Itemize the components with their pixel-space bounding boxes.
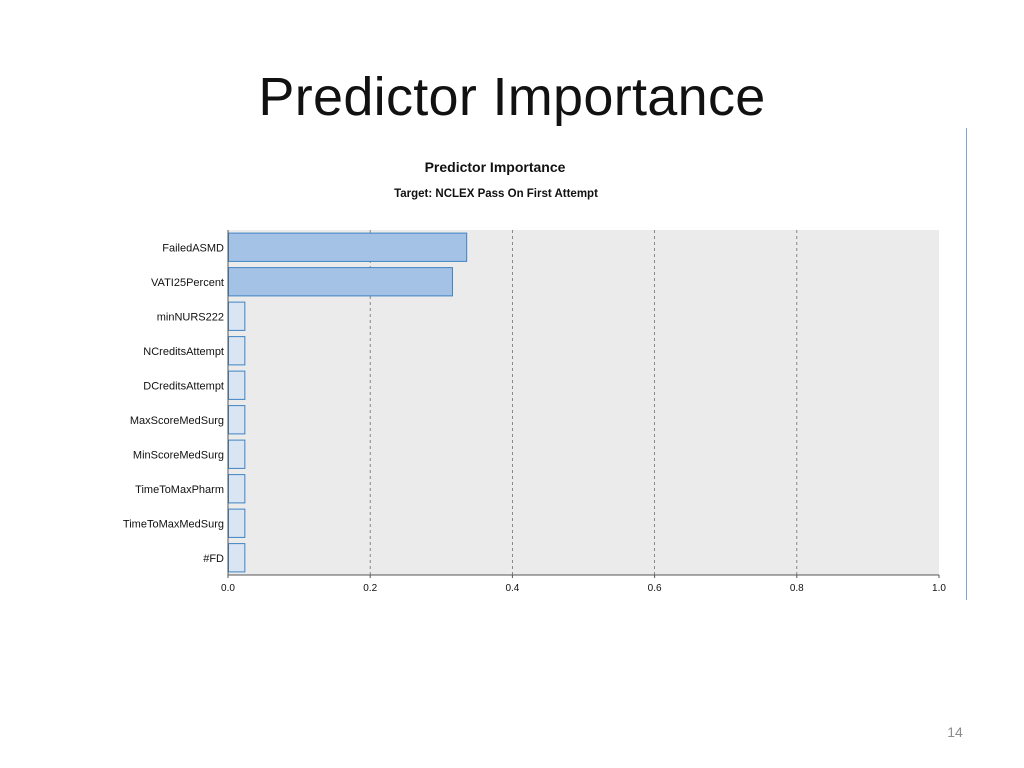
bar-vati25percent [228, 267, 453, 297]
chart-title: Predictor Importance [425, 159, 566, 175]
bar-minscoremedsurg [228, 439, 246, 469]
page-number: 14 [947, 724, 963, 740]
bar-maxscoremedsurg [228, 405, 246, 435]
category-label: TimeToMaxPharm [135, 484, 224, 496]
category-label: #FD [203, 553, 224, 565]
category-label: NCreditsAttempt [143, 346, 224, 358]
category-label: DCreditsAttempt [143, 380, 224, 392]
bar-minnurs222 [228, 301, 246, 331]
x-tick-labels: 0.0 0.2 0.4 0.6 0.8 1.0 [221, 575, 946, 594]
x-tick-label: 0.8 [790, 583, 804, 594]
category-labels: FailedASMD VATI25Percent minNURS222 NCredit… [123, 242, 224, 565]
category-label: TimeToMaxMedSurg [123, 518, 224, 530]
category-label: MinScoreMedSurg [133, 449, 224, 461]
x-tick-label: 0.4 [505, 583, 519, 594]
x-tick-label: 1.0 [932, 583, 946, 594]
bar-timetomaxmedsurg [228, 508, 246, 538]
category-label: MaxScoreMedSurg [130, 415, 224, 427]
slide-divider-line [966, 128, 967, 600]
bar-timetomaxpharm [228, 474, 246, 504]
bar-failedasmd [228, 232, 468, 262]
x-tick-label: 0.2 [363, 583, 377, 594]
category-label: minNURS222 [157, 311, 224, 323]
category-label: FailedASMD [162, 242, 224, 254]
x-tick-label: 0.6 [648, 583, 662, 594]
chart-subtitle: Target: NCLEX Pass On First Attempt [394, 188, 598, 200]
x-tick-label: 0.0 [221, 583, 235, 594]
bar-ncreditsattempt [228, 336, 246, 366]
bar-dcreditsattempt [228, 370, 246, 400]
bar--fd [228, 543, 246, 573]
bars [228, 232, 468, 573]
slide-title: Predictor Importance [258, 67, 766, 127]
category-label: VATI25Percent [151, 277, 224, 289]
